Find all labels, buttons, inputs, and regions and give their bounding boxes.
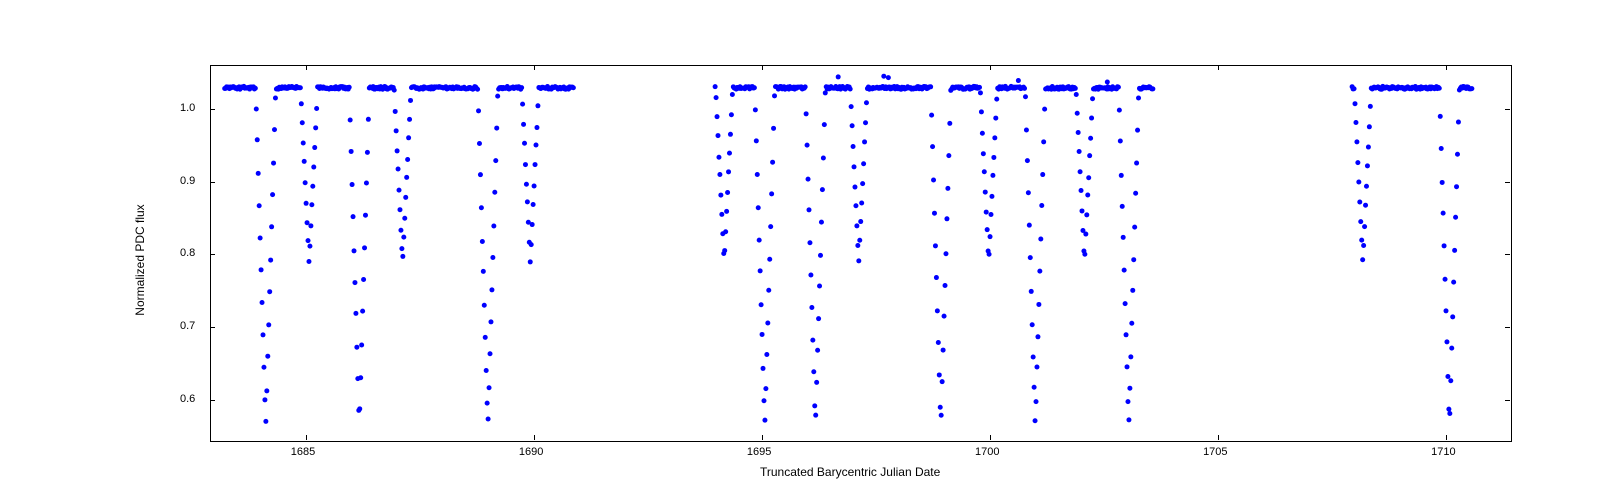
y-tick-mark-right	[1505, 109, 1510, 110]
x-tick-mark	[1218, 435, 1219, 440]
y-tick-label: 0.6	[180, 393, 195, 405]
y-tick-mark-right	[1505, 182, 1510, 183]
x-tick-label: 1690	[519, 446, 543, 458]
x-tick-mark	[306, 435, 307, 440]
x-tick-mark-top	[1446, 65, 1447, 70]
x-tick-mark-top	[306, 65, 307, 70]
y-tick-mark-right	[1505, 400, 1510, 401]
x-axis-label-text: Truncated Barycentric Julian Date	[760, 465, 940, 479]
x-tick-mark	[762, 435, 763, 440]
x-tick-label: 1685	[291, 446, 315, 458]
x-tick-label: 1705	[1203, 446, 1227, 458]
x-tick-label: 1700	[975, 446, 999, 458]
x-tick-mark	[990, 435, 991, 440]
light-curve-figure: Normalized PDC flux Truncated Barycentri…	[0, 0, 1600, 500]
y-tick-label: 0.8	[180, 247, 195, 259]
x-tick-mark-top	[990, 65, 991, 70]
y-axis-label-text: Normalized PDC flux	[133, 204, 147, 315]
x-axis-label: Truncated Barycentric Julian Date	[760, 465, 940, 479]
y-axis-label: Normalized PDC flux	[133, 190, 147, 330]
x-tick-label: 1710	[1431, 446, 1455, 458]
y-tick-mark	[210, 327, 215, 328]
x-tick-mark-top	[1218, 65, 1219, 70]
x-tick-mark	[1446, 435, 1447, 440]
y-tick-mark	[210, 109, 215, 110]
y-tick-mark	[210, 182, 215, 183]
y-tick-mark-right	[1505, 327, 1510, 328]
scatter-plot	[211, 66, 1511, 441]
y-tick-label: 0.9	[180, 175, 195, 187]
plot-area	[210, 65, 1512, 442]
x-tick-mark	[534, 435, 535, 440]
x-tick-mark-top	[762, 65, 763, 70]
y-tick-mark	[210, 400, 215, 401]
x-tick-mark-top	[534, 65, 535, 70]
y-tick-mark-right	[1505, 254, 1510, 255]
y-tick-mark	[210, 254, 215, 255]
y-tick-label: 0.7	[180, 320, 195, 332]
x-tick-label: 1695	[747, 446, 771, 458]
y-tick-label: 1.0	[180, 102, 195, 114]
